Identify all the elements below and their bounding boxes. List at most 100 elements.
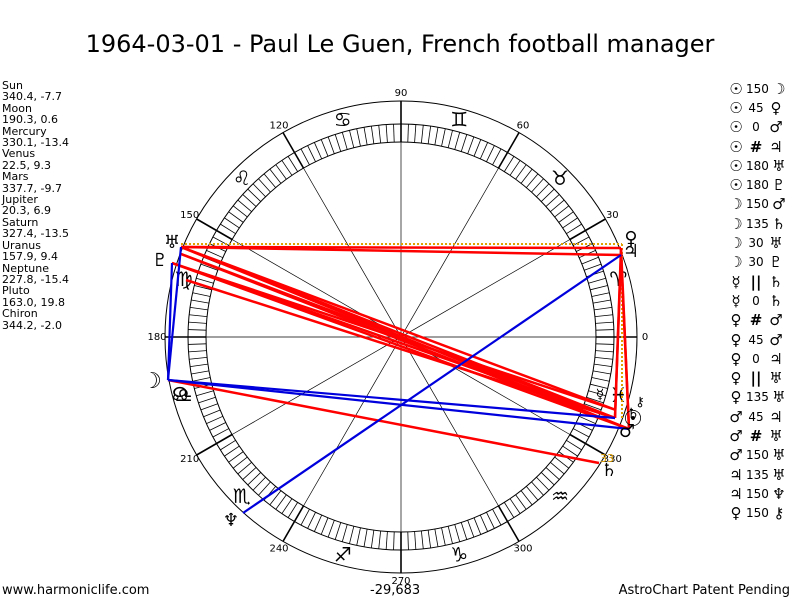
aspect-angle: 135	[746, 467, 769, 482]
sign-boundary	[196, 433, 233, 456]
aspect-row: ☿ || ♄	[728, 272, 798, 291]
degree-tick	[545, 194, 560, 207]
degree-tick	[300, 148, 310, 166]
degree-tick	[588, 390, 606, 397]
planet-glyph: ♇	[152, 250, 168, 271]
aspect-row: ♃ 135 ♅	[728, 465, 798, 484]
aspect-line-red	[613, 254, 623, 419]
aspect-planet-2: ♅	[772, 446, 786, 465]
degree-tick	[584, 403, 602, 411]
aspect-planet-1: ☽	[729, 214, 743, 233]
degree-tick	[242, 467, 257, 480]
degree-tick	[228, 211, 244, 223]
aspect-row: ☉ 45 ♀	[728, 98, 798, 117]
sign-boundary	[569, 433, 606, 456]
degree-tick	[486, 145, 495, 162]
degree-tick	[427, 126, 432, 144]
degree-tick	[592, 370, 611, 375]
aspect-planet-2: ♅	[769, 234, 783, 253]
degree-tick	[287, 502, 299, 518]
planet-coords: 163.0, 19.8	[2, 295, 65, 309]
degree-tick	[526, 173, 539, 188]
aspect-planet-1: ☉	[729, 79, 743, 98]
aspect-line-red	[619, 254, 631, 430]
sign-boundary	[497, 132, 520, 169]
degree-tick	[252, 183, 266, 198]
degree-tick	[237, 199, 252, 212]
degree-tick	[434, 528, 439, 547]
degree-tick	[540, 188, 555, 202]
aspect-planet-2: ♄	[769, 272, 783, 291]
planet-glyph: ♃	[623, 241, 639, 262]
degree-tick	[228, 451, 244, 463]
degree-label: 210	[180, 454, 199, 465]
degree-tick	[188, 350, 207, 353]
aspect-planet-2: ♀	[770, 98, 782, 117]
aspect-planet-2: ♃	[769, 407, 783, 426]
degree-tick	[536, 183, 550, 198]
degree-tick	[515, 164, 527, 180]
aspect-planet-1: ♀	[730, 349, 742, 368]
aspect-planet-2: ♇	[772, 176, 786, 195]
degree-tick	[252, 476, 266, 491]
degree-tick	[595, 329, 614, 331]
aspect-planet-1: ♀	[730, 330, 742, 349]
aspect-angle: 0	[752, 120, 760, 135]
aspect-angle: 45	[748, 332, 764, 347]
degree-tick	[247, 472, 262, 486]
aspect-line-red	[180, 245, 617, 412]
degree-tick	[206, 415, 224, 425]
aspect-angle: 150	[746, 81, 769, 96]
degree-tick	[192, 377, 211, 382]
degree-tick	[594, 363, 612, 368]
aspect-angle: 180	[746, 158, 769, 173]
planet-coords: 227.8, -15.4	[2, 272, 69, 286]
degree-tick	[269, 168, 282, 184]
degree-tick	[341, 524, 348, 542]
aspect-planet-1: ☽	[729, 234, 743, 253]
aspect-row: ♂ # ♅	[728, 426, 798, 445]
planet-glyph: ♄	[627, 406, 640, 422]
degree-tick	[492, 148, 502, 166]
degree-tick	[385, 124, 388, 143]
aspect-row: ☽ 30 ♅	[728, 233, 798, 252]
aspect-planet-2: ♅	[772, 156, 786, 175]
aspect-planet-1: ♂	[729, 426, 743, 445]
aspect-row: ♀ # ♂	[728, 311, 798, 330]
degree-tick	[191, 299, 210, 304]
aspect-row: ♀ || ♅	[728, 368, 798, 387]
planet-name: Sun	[2, 79, 23, 92]
aspect-planet-2: ♂	[769, 311, 783, 330]
planet-name: Pluto	[2, 284, 30, 298]
degree-tick	[594, 314, 613, 318]
degree-tick	[247, 188, 262, 202]
degree-tick	[275, 164, 287, 180]
degree-tick	[188, 321, 207, 324]
aspect-row: ♀ 0 ♃	[728, 349, 798, 368]
degree-tick	[486, 512, 495, 529]
degree-tick	[287, 156, 299, 172]
aspect-planet-1: ☿	[731, 291, 741, 310]
planet-glyph: ☽	[142, 369, 162, 394]
aspect-angle: ||	[750, 272, 762, 291]
degree-tick	[407, 531, 409, 550]
zodiac-sign-glyph: ♓	[609, 383, 627, 407]
aspect-angle: 45	[748, 100, 764, 115]
planet-position-list: Sun 340.4, -7.7 Moon 190.3, 0.6 Mercury 330.1…	[2, 80, 69, 331]
site-link[interactable]: www.harmoniclife.com	[2, 583, 150, 598]
degree-tick	[407, 124, 409, 143]
degree-tick	[189, 356, 208, 360]
degree-tick	[220, 439, 236, 451]
degree-tick	[188, 343, 207, 345]
degree-tick	[479, 142, 489, 160]
aspect-planet-1: ♂	[729, 446, 743, 465]
aspect-planet-1: ☉	[729, 176, 743, 195]
zodiac-sign-glyph: ♊	[450, 108, 468, 132]
degree-tick	[562, 445, 578, 457]
degree-tick	[503, 502, 515, 518]
aspect-row: ♀ 45 ♂	[728, 330, 798, 349]
aspect-angle: 45	[748, 409, 764, 424]
planet-name: Jupiter	[2, 193, 38, 207]
aspect-line-red	[185, 278, 616, 420]
degree-label: 270	[391, 576, 410, 587]
